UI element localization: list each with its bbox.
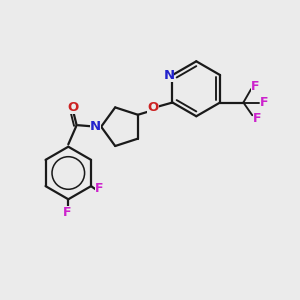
Text: N: N — [90, 120, 101, 133]
Text: F: F — [63, 206, 71, 219]
Text: F: F — [260, 96, 269, 109]
Text: N: N — [163, 68, 175, 82]
Text: O: O — [148, 101, 159, 114]
Text: F: F — [95, 182, 104, 196]
Text: O: O — [68, 101, 79, 114]
Text: F: F — [251, 80, 260, 94]
Text: F: F — [253, 112, 261, 125]
